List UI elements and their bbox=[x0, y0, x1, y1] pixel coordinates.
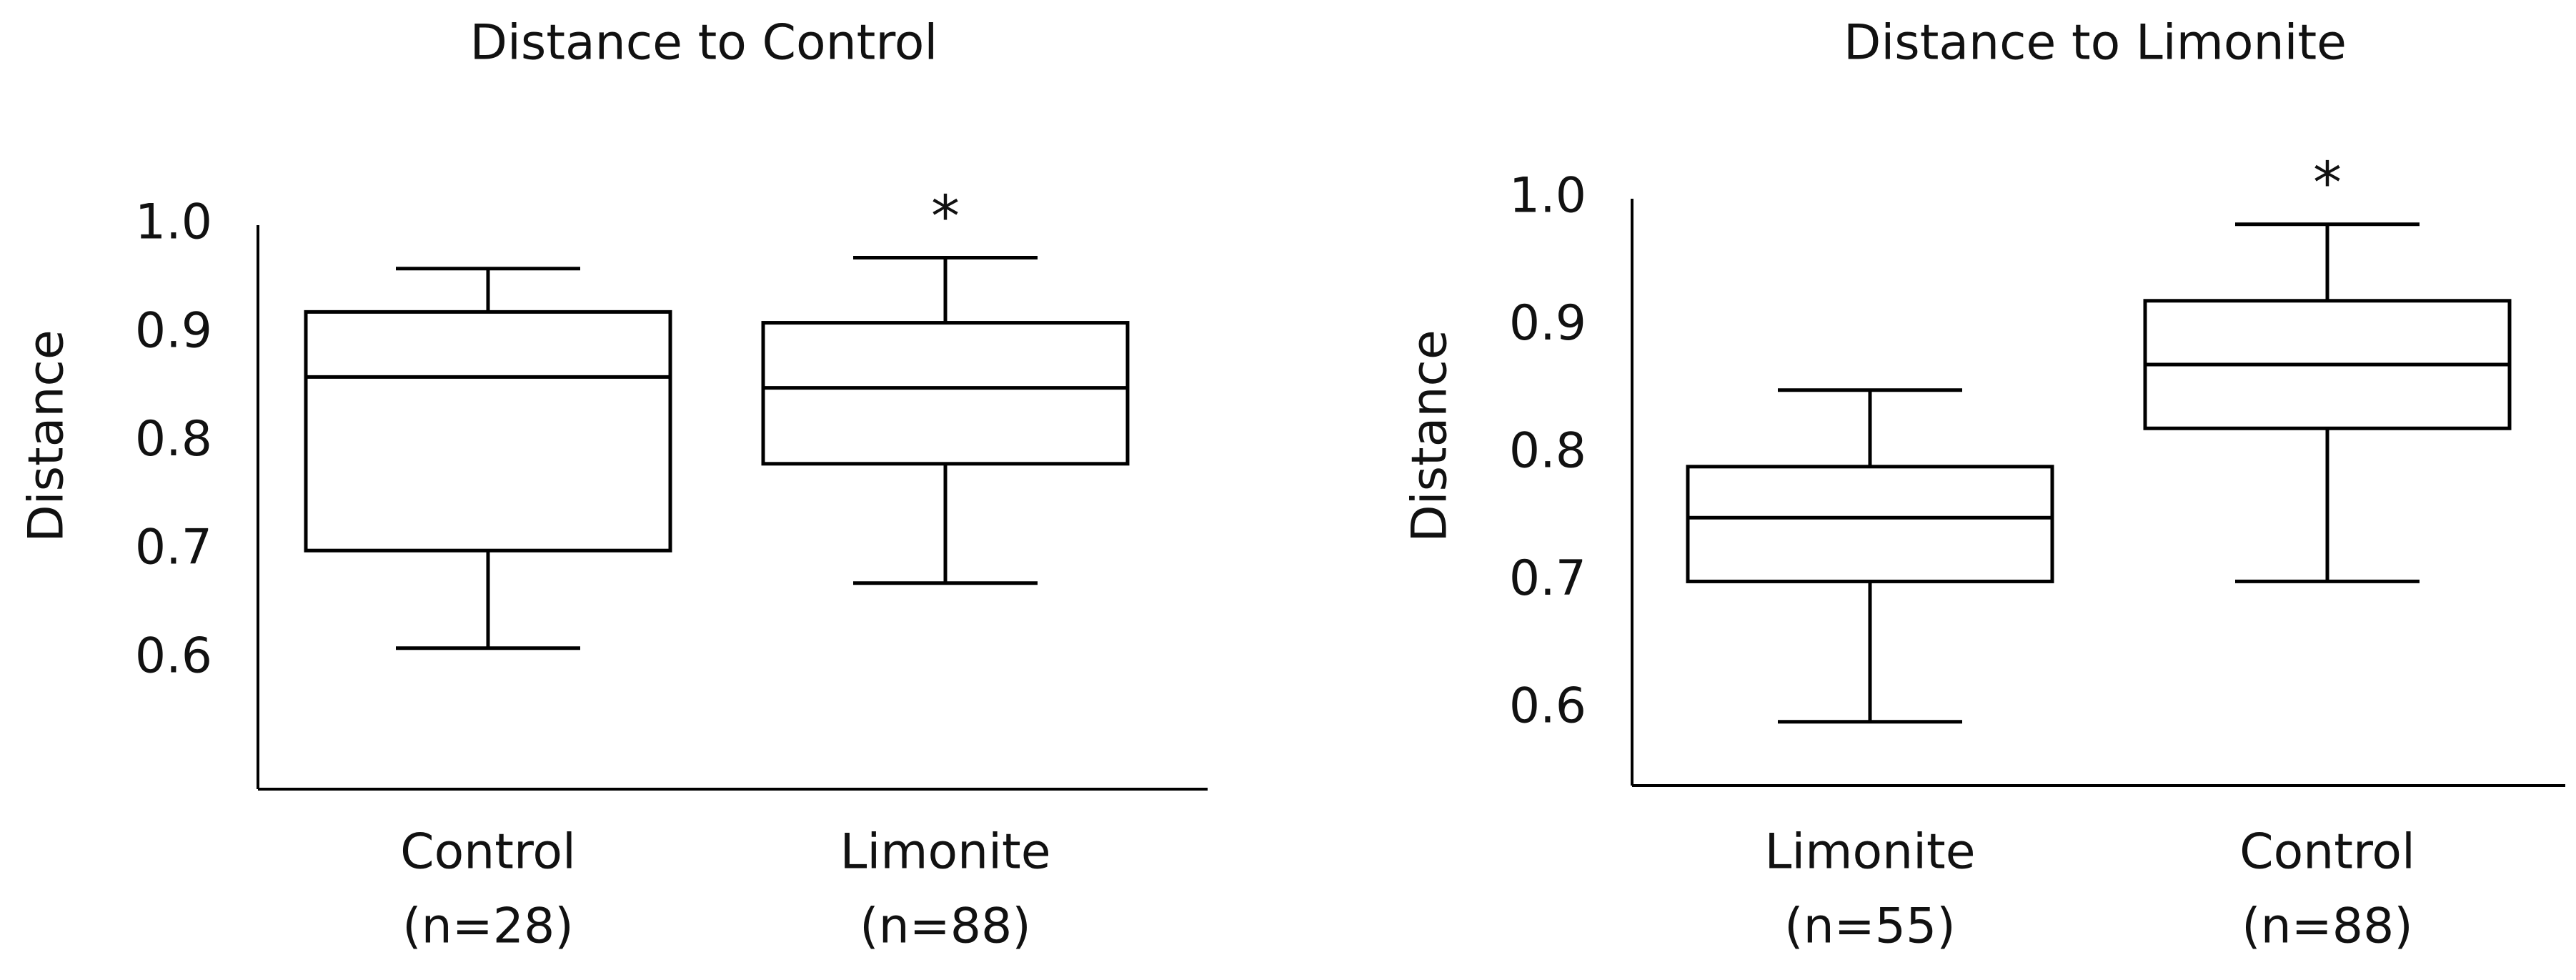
y-tick-label: 1.0 bbox=[135, 194, 212, 251]
y-tick-label: 0.7 bbox=[1509, 550, 1586, 607]
y-axis-label: Distance bbox=[19, 330, 75, 542]
category-label: Limonite bbox=[840, 824, 1050, 881]
category-label: Limonite bbox=[1764, 824, 1975, 881]
category-label: Control bbox=[400, 824, 576, 881]
significance-mark: * bbox=[931, 183, 960, 249]
y-tick-label: 1.0 bbox=[1509, 168, 1586, 224]
y-tick-label: 0.8 bbox=[135, 411, 212, 467]
category-sublabel: (n=55) bbox=[1784, 899, 1956, 955]
box bbox=[1686, 465, 2054, 583]
category-sublabel: (n=28) bbox=[402, 899, 574, 955]
significance-mark: * bbox=[2313, 150, 2342, 217]
y-tick-label: 0.8 bbox=[1509, 423, 1586, 480]
box bbox=[304, 310, 672, 553]
category-label: Control bbox=[2239, 824, 2415, 881]
category-sublabel: (n=88) bbox=[2242, 899, 2413, 955]
chart-title: Distance to Limonite bbox=[1844, 15, 2347, 71]
chart-title: Distance to Control bbox=[470, 15, 938, 71]
y-tick-label: 0.9 bbox=[135, 302, 212, 359]
y-tick-label: 0.9 bbox=[1509, 295, 1586, 352]
y-tick-label: 0.6 bbox=[1509, 678, 1586, 734]
y-axis-label: Distance bbox=[1402, 330, 1458, 542]
box bbox=[761, 321, 1130, 466]
category-sublabel: (n=88) bbox=[860, 899, 1031, 955]
y-tick-label: 0.7 bbox=[135, 520, 212, 576]
y-tick-label: 0.6 bbox=[135, 628, 212, 684]
